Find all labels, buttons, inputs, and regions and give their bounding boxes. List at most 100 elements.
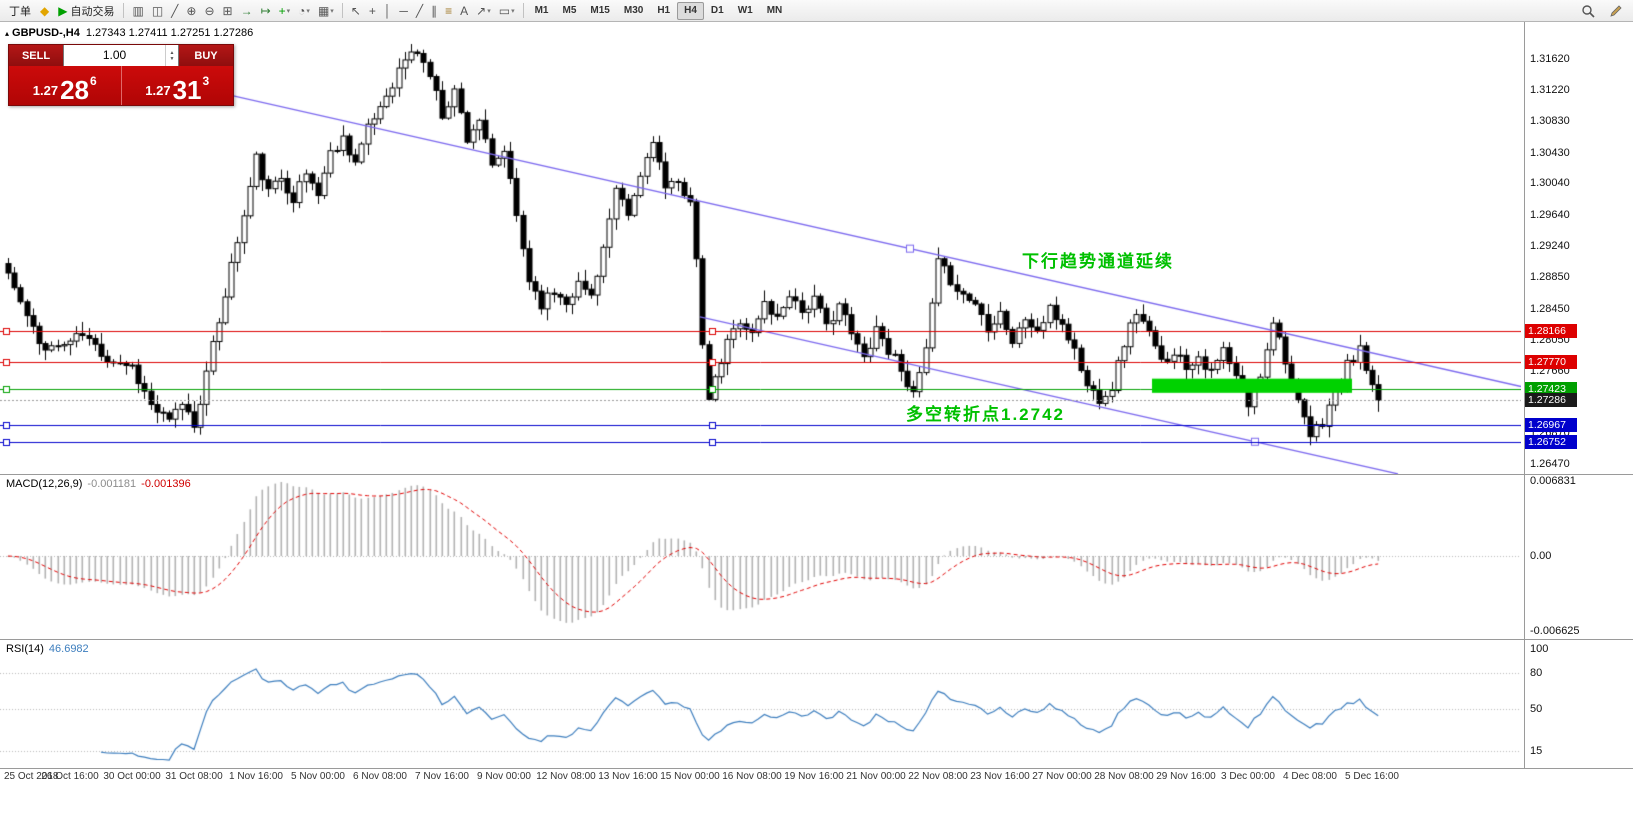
horizontal-line-icon[interactable]: ─ xyxy=(395,1,412,21)
indicators-add-icon-glyph: + xyxy=(278,3,286,18)
macd-name: MACD(12,26,9) xyxy=(6,478,83,490)
volume-spinner[interactable]: ▲ ▼ xyxy=(165,45,178,66)
pane-separator[interactable] xyxy=(0,474,1633,475)
cursor-icon-glyph: ↖ xyxy=(350,3,361,18)
candlestick-chart-icon-glyph: ◫ xyxy=(151,3,164,18)
text-icon[interactable]: A xyxy=(456,1,472,21)
main-toolbar: 丁单 ◆ ▶ 自动交易 ▥ ◫ ╱ ⊕ ⊖ ⊞ → ↦ + ▾ ◔ ▾ ▦ ▾ ↖ + │ ─ ╱ ∥ ≡ A ↗ ▾ ▭ ▾ M1 M5 M1… xyxy=(0,0,1633,22)
pane-separator[interactable] xyxy=(0,639,1633,640)
toolbar-separator xyxy=(341,3,343,18)
auto-scroll-icon-glyph: → xyxy=(240,3,253,18)
templates-icon-glyph: ▦ xyxy=(317,3,330,18)
vertical-line-icon-glyph: │ xyxy=(383,3,392,18)
volume-input[interactable]: 1.00 ▲ ▼ xyxy=(63,45,179,66)
crosshair-icon[interactable]: + xyxy=(365,1,380,21)
rsi-name: RSI(14) xyxy=(6,643,44,655)
dropdown-caret-icon: ▾ xyxy=(306,7,310,15)
autotrading-play-icon: ▶ xyxy=(58,3,68,18)
one-click-trading-panel: SELL 1.00 ▲ ▼ BUY 1.27 28 6 1.27 31 3 xyxy=(8,44,234,106)
dropdown-caret-icon: ▾ xyxy=(511,7,515,15)
cursor-icon[interactable]: ↖ xyxy=(347,1,365,21)
timeframe-m1[interactable]: M1 xyxy=(528,2,556,20)
search-icon[interactable] xyxy=(1577,1,1599,21)
spin-up-icon[interactable]: ▲ xyxy=(169,49,175,56)
toolbar-items: 丁单 ◆ ▶ 自动交易 ▥ ◫ ╱ ⊕ ⊖ ⊞ → ↦ + ▾ ◔ ▾ ▦ ▾ ↖ + │ ─ ╱ ∥ ≡ A ↗ ▾ ▭ ▾ M1 M5 M1… xyxy=(4,0,789,21)
trendline-icon[interactable]: ╱ xyxy=(412,1,427,21)
timeframe-w1[interactable]: W1 xyxy=(731,2,760,20)
buy-button[interactable]: BUY xyxy=(179,45,233,66)
sell-price-big: 28 xyxy=(60,75,90,105)
price-chart-canvas[interactable] xyxy=(0,22,1521,474)
macd-label: MACD(12,26,9) -0.001181 -0.001396 xyxy=(6,478,196,490)
zoom-out-icon[interactable]: ⊖ xyxy=(200,1,218,21)
mql5-community-icon[interactable]: ◆ xyxy=(36,1,53,21)
toolbar-right xyxy=(1577,1,1629,21)
candlestick-chart-icon[interactable]: ◫ xyxy=(148,1,167,21)
horizontal-line-icon-glyph: ─ xyxy=(399,3,408,18)
autotrading-button[interactable]: ▶ 自动交易 xyxy=(53,1,119,21)
periods-clock-icon-glyph: ◔ xyxy=(298,3,306,18)
sell-price-base: 1.27 xyxy=(32,83,59,98)
rsi-label: RSI(14) 46.6982 xyxy=(6,643,94,655)
equidistant-channel-icon[interactable]: ∥ xyxy=(427,1,441,21)
sell-button[interactable]: SELL xyxy=(9,45,63,66)
timeframe-m5[interactable]: M5 xyxy=(556,2,584,20)
timeframe-mn[interactable]: MN xyxy=(760,2,790,20)
time-axis[interactable] xyxy=(0,769,1633,790)
indicators-add-icon[interactable]: + ▾ xyxy=(275,1,295,21)
dropdown-caret-icon: ▾ xyxy=(330,7,334,15)
chart-title: ▴ GBPUSD-,H4 1.27343 1.27411 1.27251 1.272… xyxy=(5,27,253,39)
buy-price-base: 1.27 xyxy=(145,83,171,98)
arrows-icon[interactable]: ↗ ▾ xyxy=(472,1,495,21)
mql5-community-icon-glyph: ◆ xyxy=(40,3,50,18)
vertical-line-icon[interactable]: │ xyxy=(380,1,396,21)
ohlc-values: 1.27343 1.27411 1.27251 1.27286 xyxy=(85,27,254,39)
trade-panel-top: SELL 1.00 ▲ ▼ BUY xyxy=(9,45,233,66)
bar-chart-icon-glyph: ▥ xyxy=(132,3,144,18)
timeframe-m15[interactable]: M15 xyxy=(583,2,616,20)
trade-panel-prices: 1.27 28 6 1.27 31 3 xyxy=(9,66,233,105)
buy-price-big: 31 xyxy=(172,75,202,105)
volume-value: 1.00 xyxy=(102,48,127,62)
line-chart-icon[interactable]: ╱ xyxy=(167,1,182,21)
collapse-chart-icon[interactable]: ▴ xyxy=(5,29,10,38)
pane-separator[interactable] xyxy=(0,768,1633,769)
zoom-in-icon[interactable]: ⊕ xyxy=(182,1,200,21)
sell-price-sup: 6 xyxy=(90,74,97,88)
timeframe-h1[interactable]: H1 xyxy=(650,2,677,20)
macd-signal-value: -0.001396 xyxy=(141,478,191,490)
chart-shift-icon-glyph: ↦ xyxy=(260,3,271,18)
buy-price[interactable]: 1.27 31 3 xyxy=(120,66,234,105)
macd-indicator-canvas[interactable] xyxy=(0,475,1521,638)
crosshair-icon-glyph: + xyxy=(368,3,376,18)
tile-windows-icon-glyph: ⊞ xyxy=(222,3,233,18)
autotrading-label: 自动交易 xyxy=(70,5,115,18)
tile-windows-icon[interactable]: ⊞ xyxy=(219,1,237,21)
periods-clock-icon[interactable]: ◔ ▾ xyxy=(294,1,314,21)
fibonacci-icon[interactable]: ≡ xyxy=(441,1,456,21)
auto-scroll-icon[interactable]: → xyxy=(237,1,257,21)
toolbar-separator xyxy=(522,3,524,18)
edit-icon[interactable] xyxy=(1605,1,1627,21)
dropdown-caret-icon: ▾ xyxy=(286,7,291,15)
dropdown-caret-icon: ▾ xyxy=(487,7,491,15)
line-chart-icon-glyph: ╱ xyxy=(171,3,179,18)
price-axis[interactable] xyxy=(1524,22,1633,768)
new-order-button[interactable]: 丁单 xyxy=(4,1,36,21)
timeframe-m30[interactable]: M30 xyxy=(617,2,650,20)
shapes-icon-glyph: ▭ xyxy=(498,3,511,18)
bar-chart-icon[interactable]: ▥ xyxy=(128,1,147,21)
timeframe-d1[interactable]: D1 xyxy=(704,2,731,20)
timeframe-h4[interactable]: H4 xyxy=(677,1,704,20)
symbol-period-label: GBPUSD-,H4 xyxy=(12,27,80,39)
templates-icon[interactable]: ▦ ▾ xyxy=(314,1,338,21)
zoom-in-icon-glyph: ⊕ xyxy=(186,3,197,18)
sell-price[interactable]: 1.27 28 6 xyxy=(9,66,121,105)
spin-down-icon[interactable]: ▼ xyxy=(169,55,175,62)
arrows-icon-glyph: ↗ xyxy=(476,3,487,18)
shapes-icon[interactable]: ▭ ▾ xyxy=(495,1,519,21)
chart-shift-icon[interactable]: ↦ xyxy=(257,1,275,21)
trendline-icon-glyph: ╱ xyxy=(415,3,424,18)
rsi-indicator-canvas[interactable] xyxy=(0,640,1521,767)
